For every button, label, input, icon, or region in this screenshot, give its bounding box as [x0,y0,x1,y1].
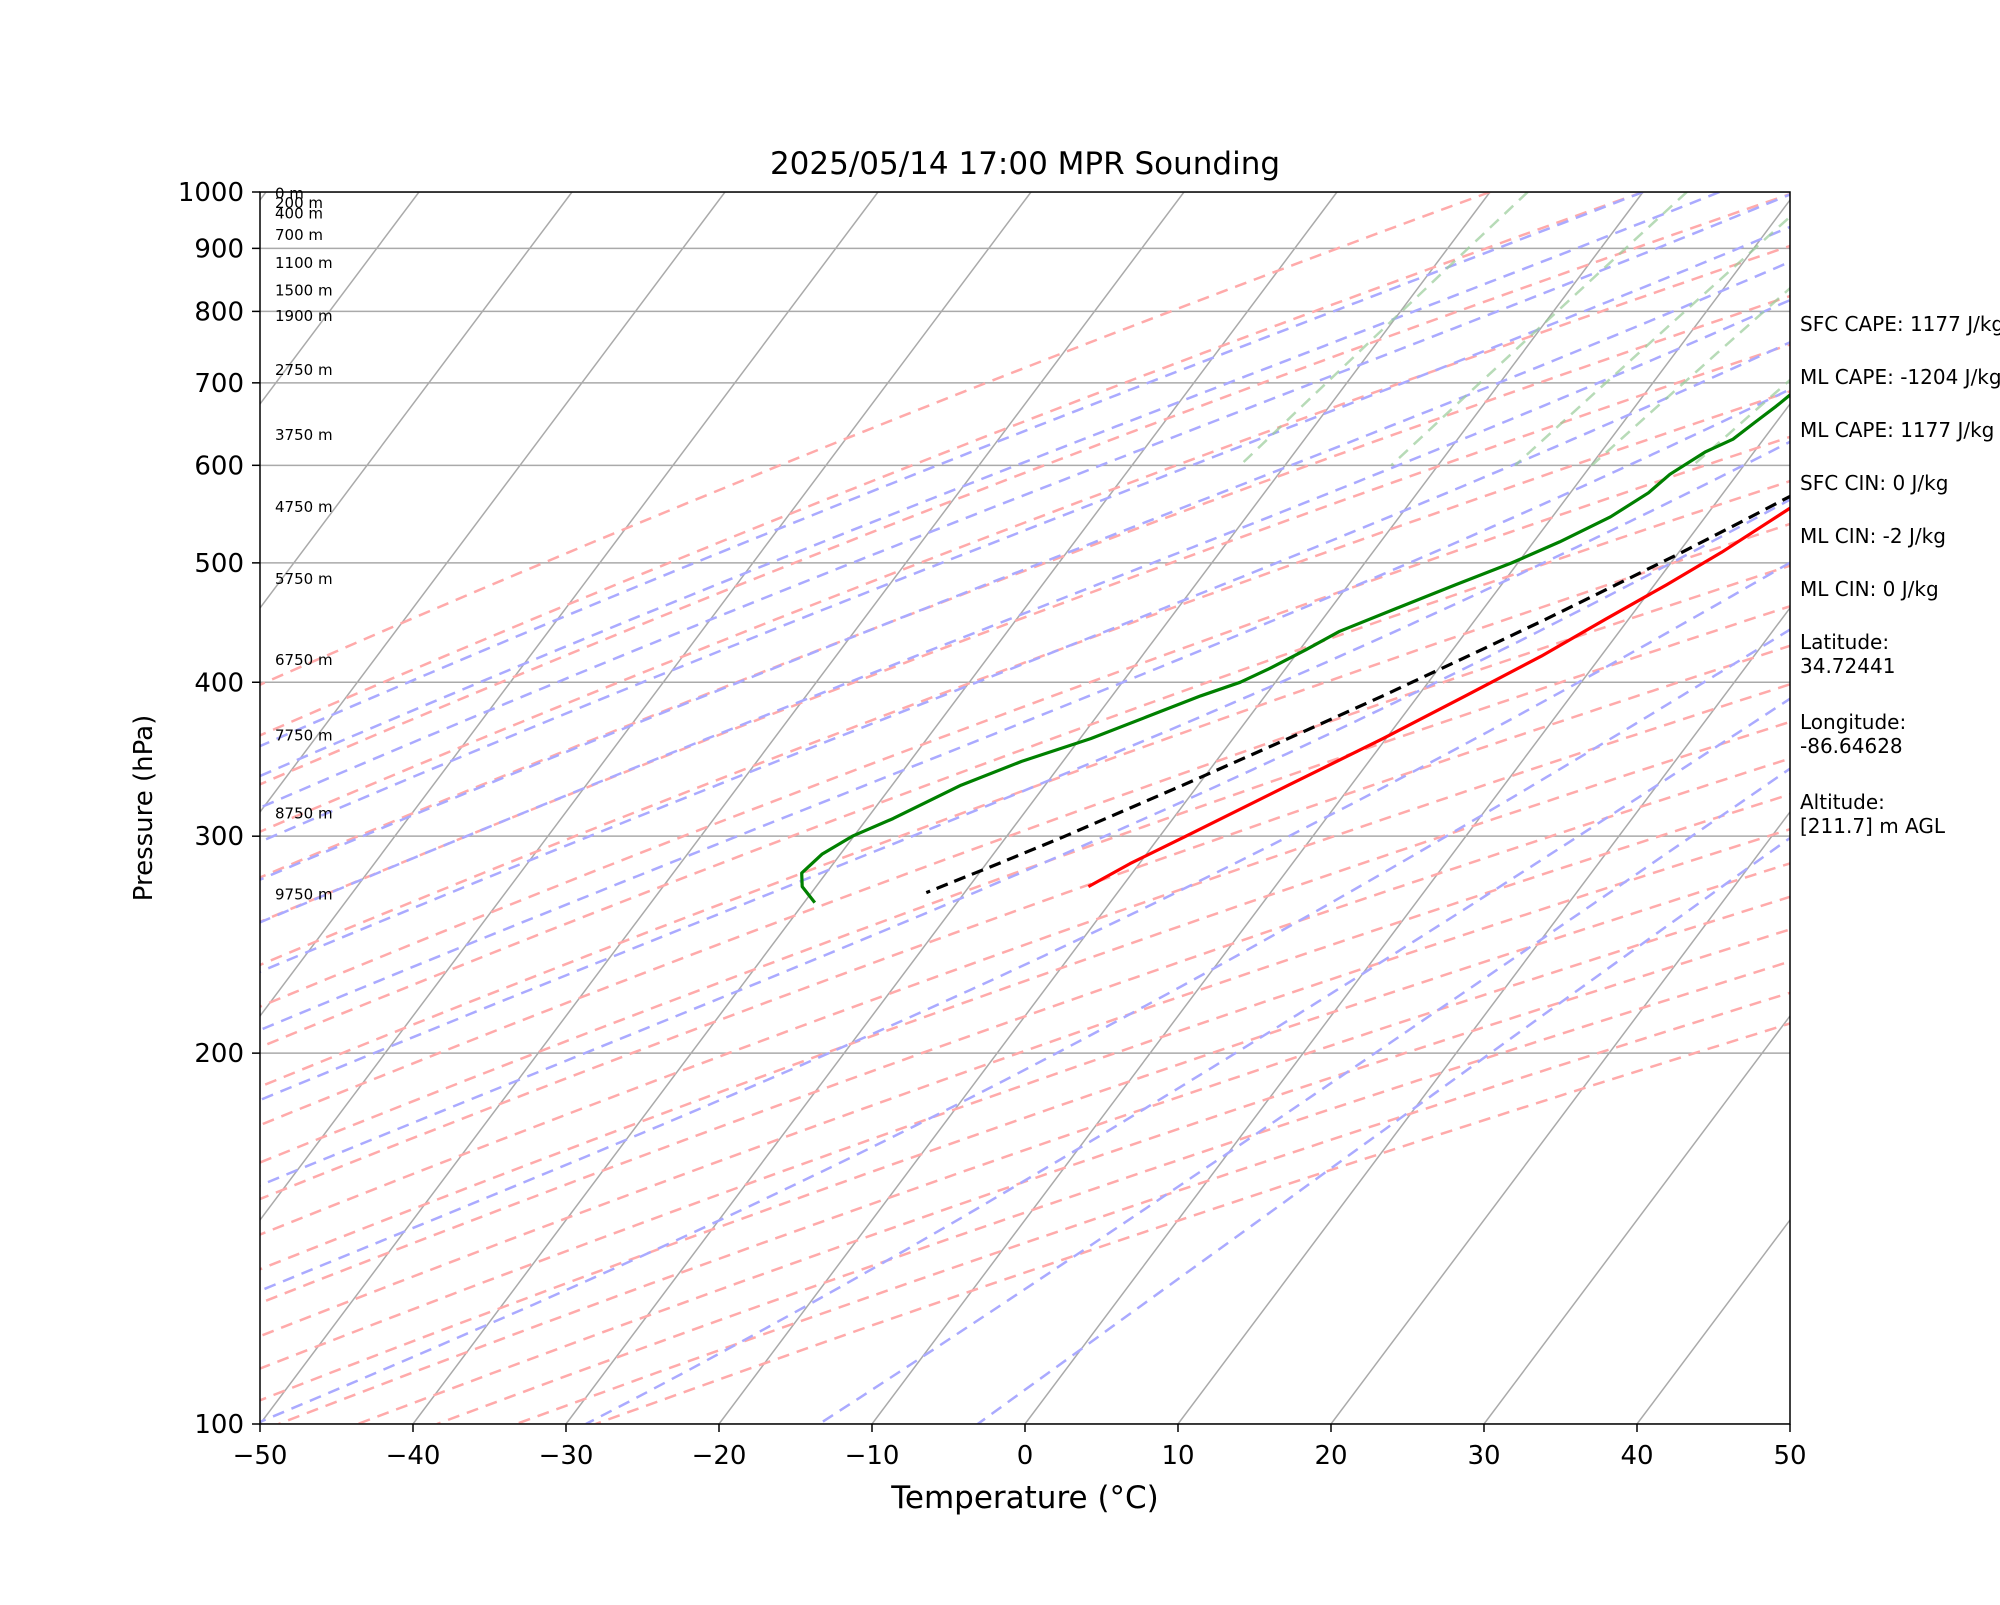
moist-adiabat-line [0,192,1643,1424]
isotherm-line [260,192,1184,1424]
latitude-label: Latitude: [1800,630,2000,654]
latitude: Latitude: 34.72441 [1800,630,2000,710]
y-tick-label: 500 [194,549,244,579]
moist-adiabat-line [255,192,2000,1424]
latitude-value: 34.72441 [1800,654,2000,678]
height-label: 3750 m [275,426,333,444]
ml-cape-1: ML CAPE: -1204 J/kg [1800,365,2000,418]
height-label: 4750 m [275,498,333,516]
isotherm-line [0,192,725,1424]
plot-frame [260,192,1790,1424]
x-tick-label: 0 [1017,1441,1034,1471]
mixing-ratio-line [1515,192,1818,465]
dry-adiabat-line [0,192,1796,1424]
height-label: 5750 m [275,570,333,588]
mixing-ratio-line [1240,192,1528,465]
height-label: 1900 m [275,307,333,325]
height-label: 9750 m [275,886,333,904]
height-label: 400 m [275,204,323,222]
altitude: Altitude: [211.7] m AGL [1800,790,2000,870]
longitude: Longitude: -86.64628 [1800,710,2000,790]
ml-cin-1: ML CIN: -2 J/kg [1800,524,2000,577]
moist-adiabat-line [0,192,1720,1424]
sounding-stats: SFC CAPE: 1177 J/kg ML CAPE: -1204 J/kg … [1800,312,2000,870]
x-tick-label: 50 [1773,1441,1806,1471]
x-tick-label: 40 [1620,1441,1653,1471]
x-tick-label: −30 [539,1441,594,1471]
height-label: 6750 m [275,651,333,669]
sfc-cape: SFC CAPE: 1177 J/kg [1800,312,2000,365]
y-axis-label: Pressure (hPa) [129,715,159,902]
x-tick-label: −40 [386,1441,441,1471]
height-label: 7750 m [275,727,333,745]
isotherm-line [0,192,113,1424]
axes: −50 −40 −30 −20 −10 0 10 20 30 40 50 100 200 300 400 50… [178,178,1807,1471]
ml-cape-2: ML CAPE: 1177 J/kg [1800,418,2000,471]
moist-adiabat-line [0,192,1796,1424]
dry-adiabat-line [0,192,1643,1424]
moist-adiabat-line [586,192,2000,1424]
chart-title: 2025/05/14 17:00 MPR Sounding [770,146,1280,182]
longitude-value: -86.64628 [1800,734,2000,758]
x-tick-label: 20 [1314,1441,1347,1471]
y-tick-label: 900 [194,234,244,264]
y-tick-label: 700 [194,369,244,399]
y-tick-label: 400 [194,668,244,698]
x-tick-label: 30 [1467,1441,1500,1471]
x-tick-label: −20 [692,1441,747,1471]
y-tick-label: 200 [194,1039,244,1069]
altitude-value: [211.7] m AGL [1800,814,2000,838]
isotherm-line [107,192,1031,1424]
height-label: 8750 m [275,804,333,822]
dry-adiabat-line [437,192,2000,1424]
height-label: 1500 m [275,281,333,299]
y-tick-label: 100 [194,1410,244,1440]
x-tick-label: 10 [1161,1441,1194,1471]
y-tick-label: 800 [194,297,244,327]
height-label: 1100 m [275,254,333,272]
sfc-cin: SFC CIN: 0 J/kg [1800,471,2000,524]
ml-cin-2: ML CIN: 0 J/kg [1800,577,2000,630]
y-tick-label: 1000 [178,178,244,208]
x-axis-label: Temperature (°C) [890,1480,1159,1516]
x-tick-label: −10 [845,1441,900,1471]
height-label: 2750 m [275,361,333,379]
y-tick-label: 300 [194,822,244,852]
dry-adiabat-line [358,192,2000,1424]
isotherm-line [566,192,1490,1424]
x-tick-label: −50 [233,1441,288,1471]
y-tick-label: 600 [194,451,244,481]
height-label: 700 m [275,226,323,244]
longitude-label: Longitude: [1800,710,2000,734]
altitude-label: Altitude: [1800,790,2000,814]
dry-adiabat-line [120,192,2000,1424]
